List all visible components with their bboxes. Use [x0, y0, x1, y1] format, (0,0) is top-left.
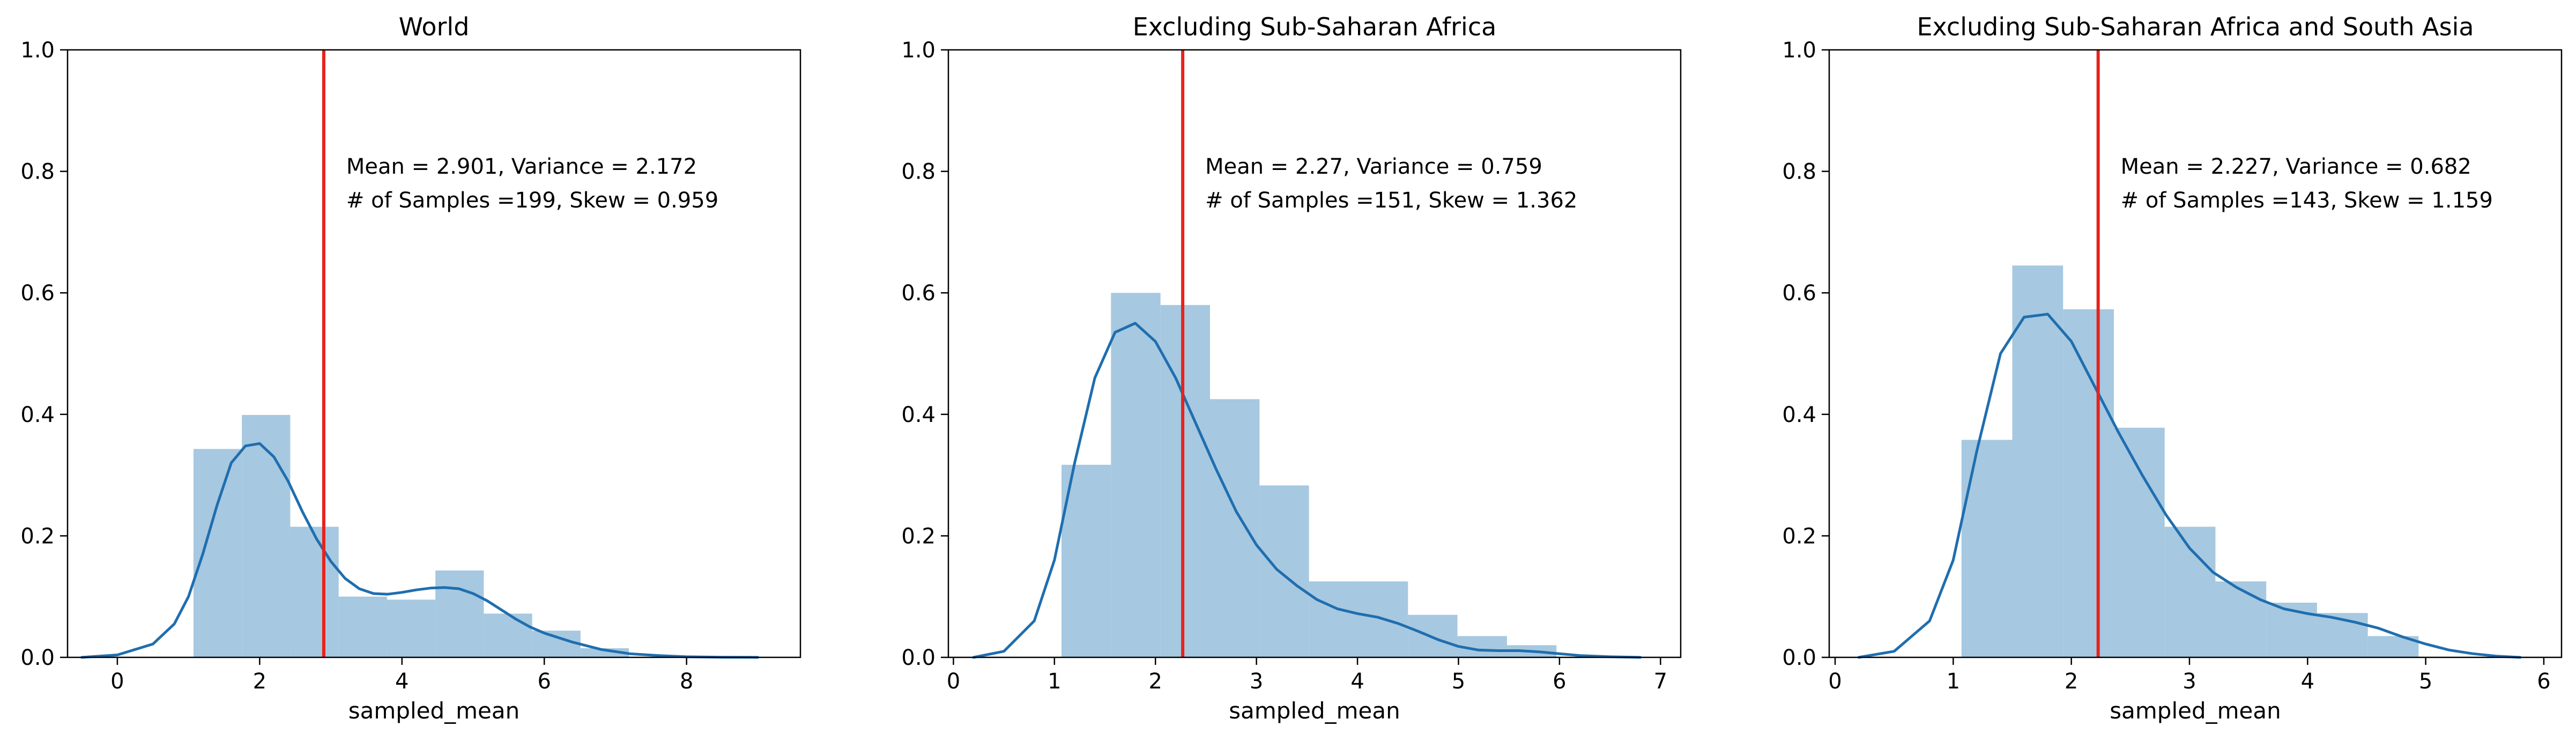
- histogram-bar-5: [387, 599, 436, 657]
- stats-annotation-line-1: Mean = 2.901, Variance = 2.172: [346, 154, 697, 179]
- histogram-bar-5: [1259, 485, 1309, 657]
- stats-annotation-line-2: # of Samples =151, Skew = 1.362: [1205, 188, 1577, 213]
- subplot-1: 0 2 4 6 8 0.0 0.2 0.4 0.6 0.8 1.0 World sampled_mean…: [20, 12, 801, 724]
- histogram-bar-8: [532, 631, 581, 657]
- subplot-3: 0 1 2 3 4 5 6 0.0 0.2 0.4 0.6 0.8 1.0 Excluding Sub-S…: [1782, 12, 2563, 724]
- x-tick-label: 4: [1350, 669, 1364, 694]
- y-tick-label: 0.8: [901, 160, 936, 184]
- kde-curve: [972, 322, 1642, 659]
- y-tick-label: 0.4: [20, 403, 55, 427]
- histogram-bar-6: [1309, 581, 1358, 657]
- x-tick-label: 5: [1452, 669, 1465, 694]
- x-tick-label: 0: [947, 669, 960, 694]
- y-tick-label: 0.8: [20, 160, 55, 184]
- y-tick-label: 0.6: [901, 281, 936, 306]
- histogram-bar-3: [2063, 309, 2114, 657]
- subplot-title: World: [399, 12, 470, 41]
- x-tick-label: 0: [110, 669, 124, 694]
- stats-annotation-line-1: Mean = 2.227, Variance = 0.682: [2121, 154, 2471, 179]
- subplot-title: Excluding Sub-Saharan Africa and South A…: [1917, 12, 2474, 41]
- x-tick-label: 2: [253, 669, 266, 694]
- x-tick-label: 1: [1048, 669, 1061, 694]
- x-tick-label: 4: [2301, 669, 2314, 694]
- histogram-bar-5: [2164, 527, 2216, 657]
- x-axis-label: sampled_mean: [348, 698, 519, 724]
- axes-frame: [947, 49, 1682, 658]
- y-tick-label: 0.2: [1782, 524, 1816, 549]
- x-tick-label: 7: [1654, 669, 1667, 694]
- axes-frame: [1828, 49, 2563, 658]
- x-tick-label: 6: [537, 669, 551, 694]
- x-tick-label: 6: [2537, 669, 2550, 694]
- y-tick-label: 0.0: [1782, 646, 1816, 670]
- x-tick-label: 2: [2065, 669, 2078, 694]
- histogram-bar-4: [1209, 399, 1260, 657]
- y-tick-label: 0.2: [20, 524, 55, 549]
- y-tick-label: 0.6: [1782, 281, 1816, 306]
- histogram-bars: [1061, 293, 1557, 657]
- x-tick-label: 1: [1947, 669, 1960, 694]
- histogram-bar-3: [1160, 305, 1210, 657]
- x-axis-label: sampled_mean: [2110, 698, 2281, 724]
- y-tick-label: 0.6: [20, 281, 55, 306]
- histogram-bar-1: [193, 449, 242, 657]
- subplot-title: Excluding Sub-Saharan Africa: [1133, 12, 1497, 41]
- y-tick-label: 0.0: [20, 646, 55, 670]
- y-tick-label: 1.0: [20, 38, 55, 63]
- histogram-bar-7: [2266, 603, 2317, 657]
- x-tick-label: 6: [1553, 669, 1566, 694]
- x-tick-label: 3: [2182, 669, 2196, 694]
- axes-frame: [66, 49, 801, 658]
- histogram-bar-1: [1061, 464, 1111, 657]
- y-tick-label: 0.4: [901, 403, 936, 427]
- x-tick-label: 3: [1250, 669, 1263, 694]
- y-tick-label: 0.2: [901, 524, 936, 549]
- y-tick-label: 1.0: [901, 38, 936, 63]
- kde-curve: [1857, 313, 2522, 659]
- x-tick-label: 8: [680, 669, 693, 694]
- subplot-2: 0 1 2 3 4 5 6 7 0.0 0.2 0.4 0.6 0.8 1.0 Excluding Sub-…: [901, 12, 1682, 724]
- histogram-bar-1: [1961, 440, 2013, 657]
- histogram-bar-7: [484, 613, 532, 657]
- histogram-bar-6: [435, 570, 484, 657]
- x-tick-label: 4: [395, 669, 409, 694]
- kde-curve: [80, 442, 759, 659]
- histogram-bars: [193, 414, 629, 657]
- histogram-bar-6: [2215, 581, 2267, 657]
- y-tick-label: 0.0: [901, 646, 936, 670]
- y-tick-label: 1.0: [1782, 38, 1816, 63]
- histogram-bar-3: [290, 527, 339, 657]
- stats-annotation-line-1: Mean = 2.27, Variance = 0.759: [1205, 154, 1542, 179]
- histogram-bars: [1961, 265, 2419, 658]
- histogram-bar-2: [242, 414, 291, 657]
- stats-annotation-line-2: # of Samples =143, Skew = 1.159: [2121, 188, 2493, 213]
- histogram-bar-4: [338, 596, 387, 657]
- x-tick-label: 0: [1828, 669, 1842, 694]
- x-axis-label: sampled_mean: [1229, 698, 1400, 724]
- y-tick-label: 0.8: [1782, 160, 1816, 184]
- x-tick-label: 2: [1149, 669, 1162, 694]
- histogram-bar-2: [1111, 293, 1161, 657]
- histogram-bar-4: [2113, 427, 2165, 657]
- stats-annotation-line-2: # of Samples =199, Skew = 0.959: [346, 188, 718, 213]
- histogram-bar-2: [2012, 265, 2063, 658]
- y-tick-label: 0.4: [1782, 403, 1816, 427]
- x-tick-label: 5: [2419, 669, 2432, 694]
